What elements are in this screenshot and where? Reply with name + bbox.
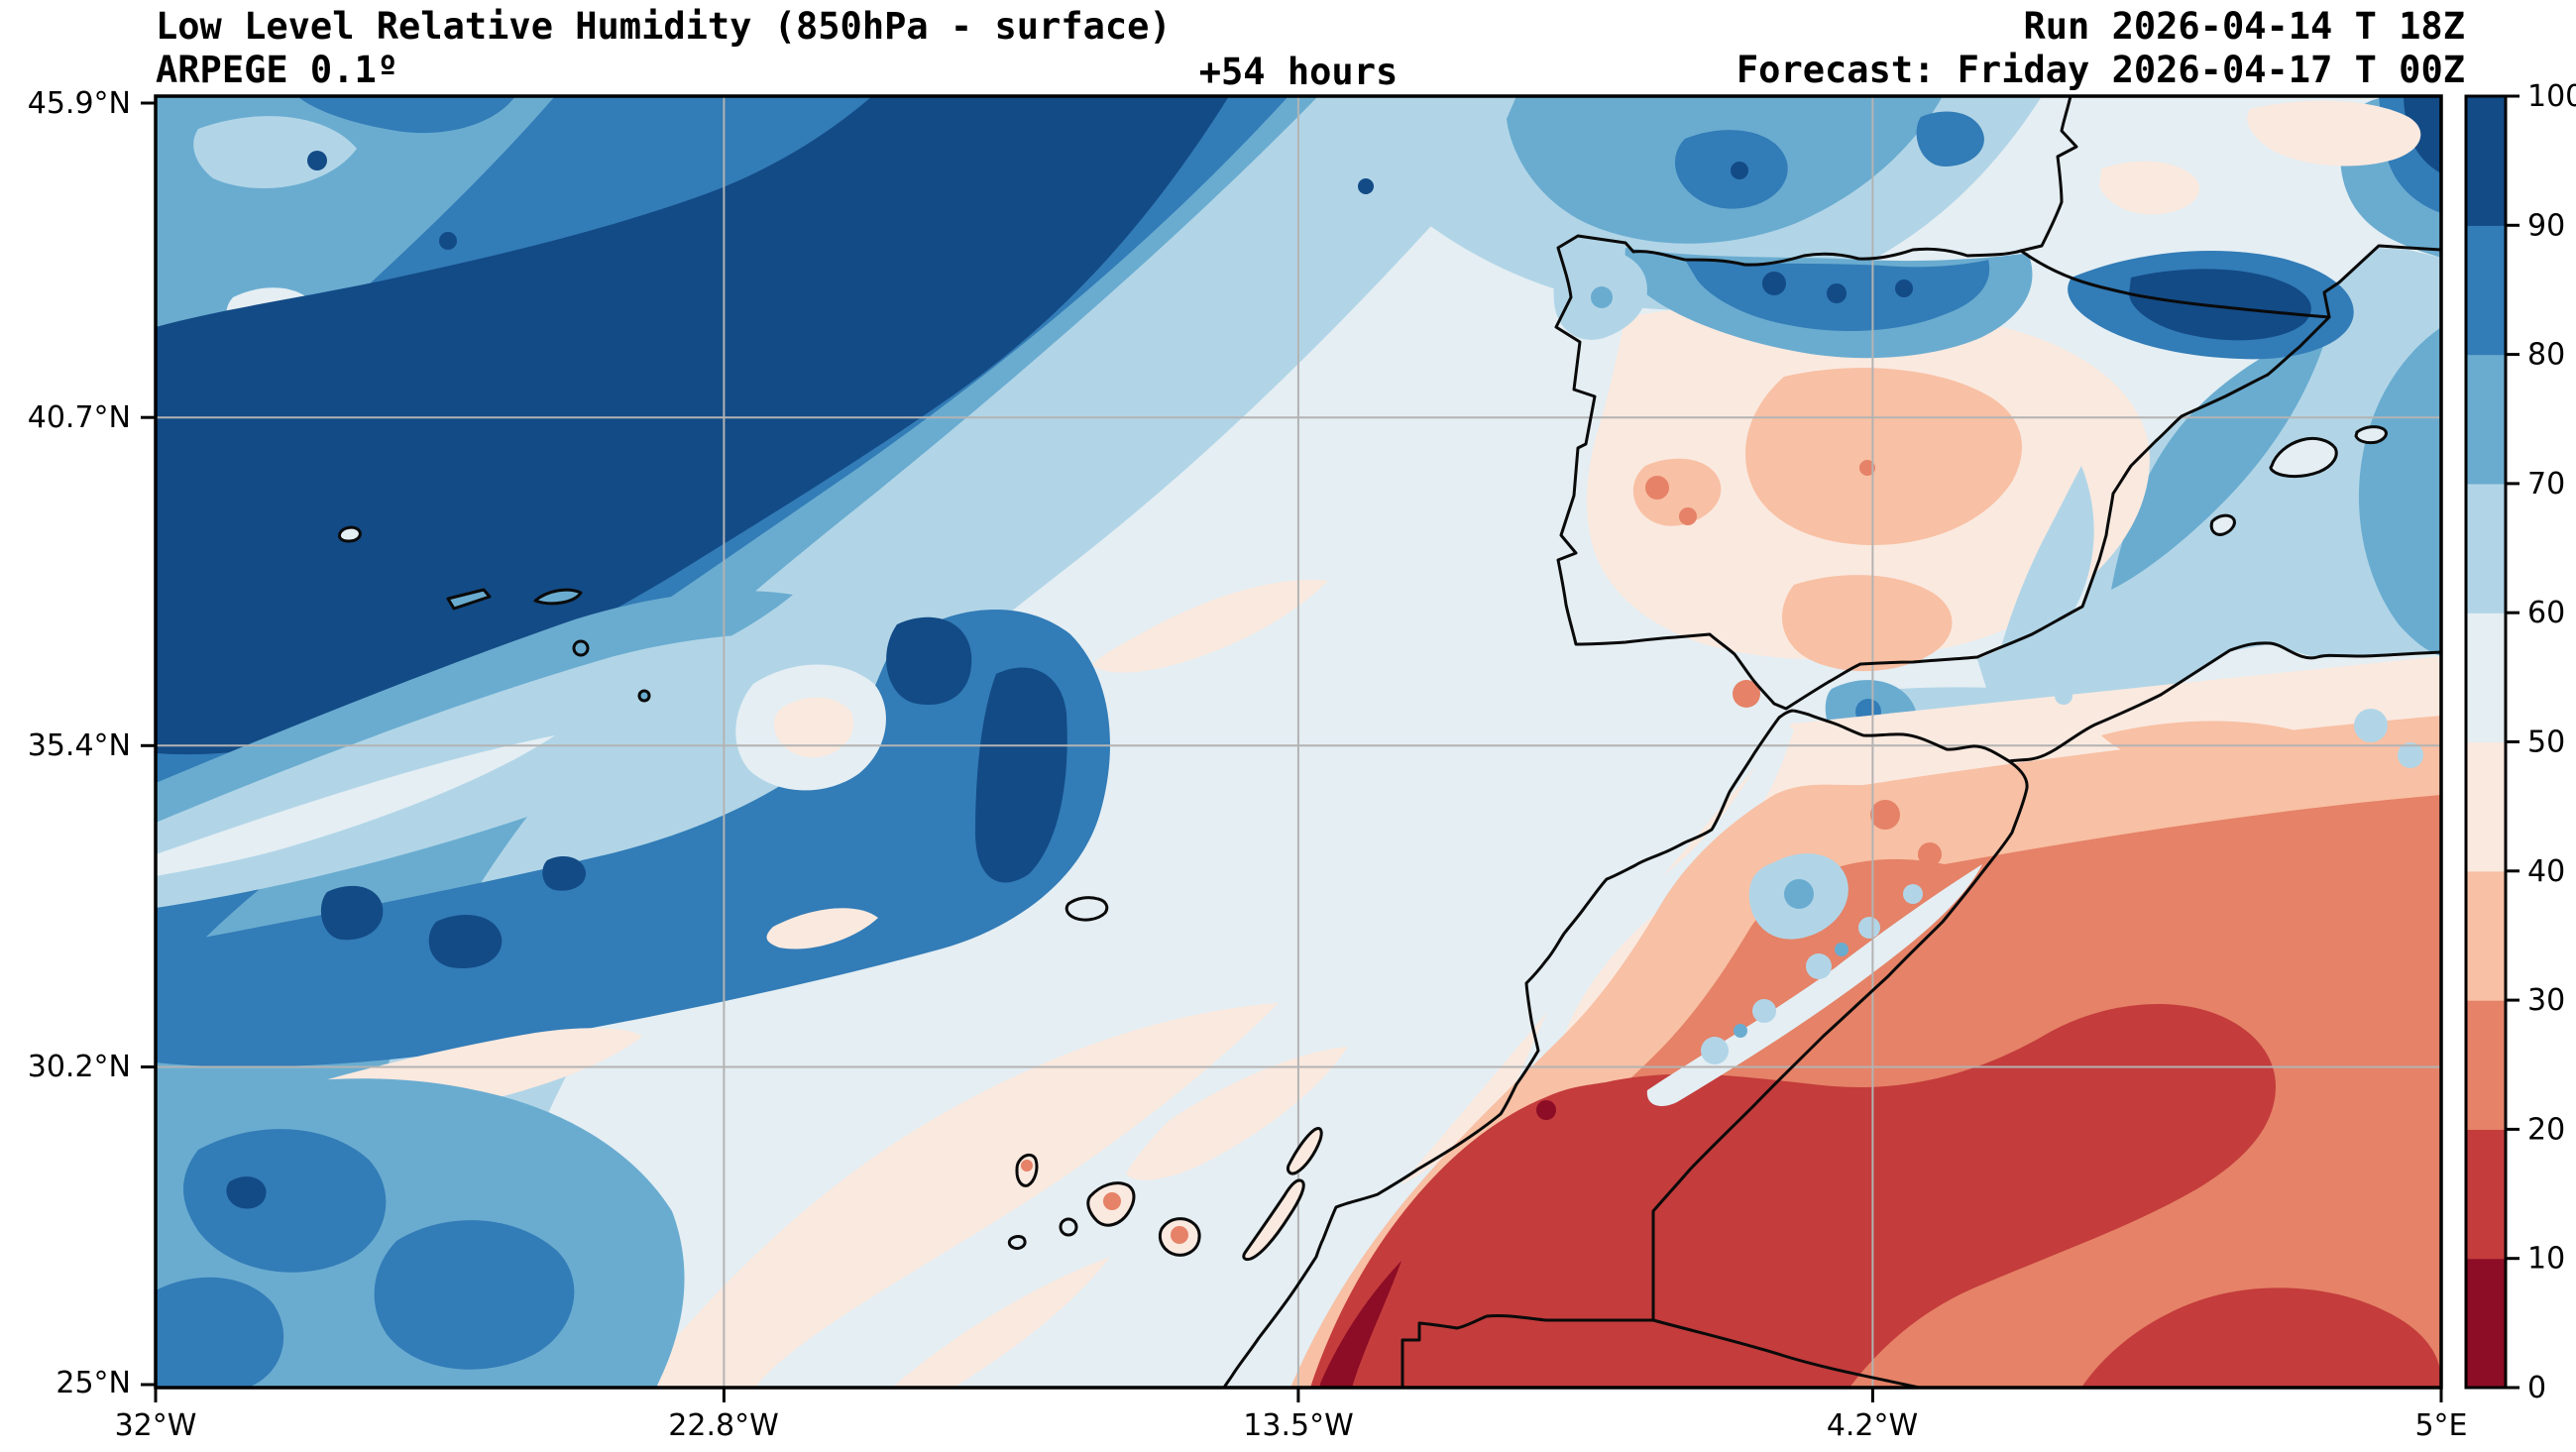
lat-tick-label: 40.7°N: [28, 400, 131, 435]
africa-coastline: [1222, 641, 2441, 1388]
chart-title: Low Level Relative Humidity (850hPa - su…: [156, 5, 1172, 48]
lat-tick-label: 35.4°N: [28, 728, 131, 763]
colorbar-segment: [2466, 483, 2506, 614]
lat-tick-label: 30.2°N: [28, 1050, 131, 1084]
colorbar-segment: [2466, 1000, 2506, 1130]
colorbar-tick-label: 100: [2527, 79, 2576, 114]
lead-time-label: +54 hours: [1198, 51, 1399, 93]
colorbar-tick-label: 20: [2527, 1112, 2565, 1147]
lon-tick-label: 5°E: [2414, 1408, 2467, 1443]
sahara-border-diagonal: [1651, 1318, 1921, 1388]
colorbar-tick-label: 50: [2527, 726, 2565, 760]
colorbar-tick-label: 40: [2527, 854, 2565, 889]
lon-tick-label: 13.5°W: [1243, 1408, 1353, 1443]
lon-tick-label: 4.2°W: [1827, 1408, 1918, 1443]
colorbar-tick-label: 90: [2527, 208, 2565, 243]
colorbar-segment: [2466, 96, 2506, 226]
balearic-islands: [2209, 425, 2388, 536]
colorbar-tick-label: 80: [2527, 338, 2565, 373]
azores-islands: [338, 525, 651, 703]
lon-tick-label: 22.8°W: [668, 1408, 778, 1443]
forecast-label: Forecast: Friday 2026-04-17 T 00Z: [1736, 49, 2465, 91]
canary-islands: [1007, 1127, 1323, 1262]
colorbar-ticks: [2506, 94, 2520, 1390]
colorbar-segment: [2466, 1129, 2506, 1260]
africa-borders: [1400, 759, 2029, 1388]
colorbar-segment: [2466, 225, 2506, 356]
axis-labels: 45.9°N 40.7°N 35.4°N 30.2°N 25°N 32°W 22…: [28, 86, 2468, 1443]
colorbar-tick-label: 70: [2527, 467, 2565, 502]
map-frame: [141, 94, 2443, 1402]
lat-tick-label: 45.9°N: [28, 86, 131, 121]
colorbar-tick-label: 0: [2527, 1371, 2546, 1405]
pyrenees-border: [2019, 249, 2331, 319]
colorbar-segment: [2466, 870, 2506, 1001]
colorbar-tick-label: 30: [2527, 983, 2565, 1018]
run-label: Run 2026-04-14 T 18Z: [2023, 5, 2465, 48]
colorbar-tick-label: 60: [2527, 596, 2565, 630]
lat-tick-label: 25°N: [56, 1366, 131, 1400]
colorbar-segment: [2466, 354, 2506, 485]
iberia-france-coastline: [1554, 96, 2441, 711]
colorbar-tick-label: 10: [2527, 1242, 2565, 1277]
madeira-island: [1064, 896, 1109, 922]
coastlines: [338, 96, 2441, 1388]
model-label: ARPEGE 0.1º: [156, 49, 399, 91]
humidity-field: [156, 96, 2441, 1388]
lon-tick-label: 32°W: [115, 1408, 197, 1443]
colorbar-segment: [2466, 741, 2506, 872]
colorbar-segments: [2466, 96, 2506, 1389]
colorbar-segment: [2466, 613, 2506, 743]
colorbar-segment: [2466, 1258, 2506, 1389]
